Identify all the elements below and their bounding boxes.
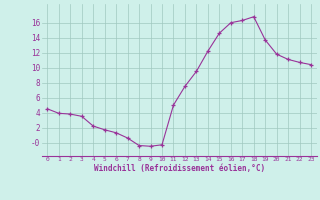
X-axis label: Windchill (Refroidissement éolien,°C): Windchill (Refroidissement éolien,°C) [94, 164, 265, 173]
